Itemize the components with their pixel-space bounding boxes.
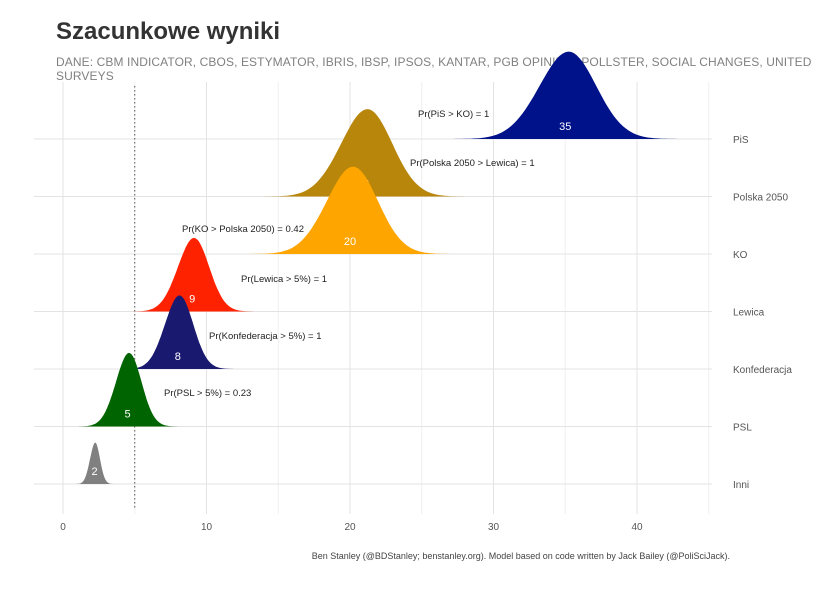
y-tick-label: Lewica: [733, 308, 765, 319]
probability-annotation: Pr(Konfederacja > 5%) = 1: [209, 331, 321, 342]
probability-annotation: Pr(KO > Polska 2050) = 0.42: [182, 224, 304, 235]
density-inni: [74, 442, 115, 484]
density-lewica: [129, 237, 256, 312]
x-tick-label: 20: [344, 522, 356, 533]
y-tick-label: PSL: [733, 423, 752, 434]
density-ko: [246, 166, 454, 254]
data-label: 2: [92, 466, 98, 478]
chart-caption: Ben Stanley (@BDStanley; benstanley.org)…: [311, 551, 730, 561]
x-tick-label: 40: [631, 522, 643, 533]
data-label: 20: [344, 236, 356, 248]
x-tick-label: 10: [201, 522, 213, 533]
data-label: 8: [175, 351, 181, 363]
chart-subtitle: DANE: CBM INDICATOR, CBOS, ESTYMATOR, IB…: [56, 55, 812, 83]
y-tick-label: Konfederacja: [733, 365, 792, 376]
probability-annotation: Pr(Polska 2050 > Lewica) = 1: [410, 158, 535, 169]
x-tick-label: 30: [488, 522, 500, 533]
density-pis: [450, 51, 681, 139]
chart-title: Szacunkowe wyniki: [56, 18, 281, 45]
probability-annotation: Pr(Lewica > 5%) = 1: [241, 274, 327, 285]
density-polska-2050: [261, 109, 468, 197]
density-konfederacja: [120, 295, 236, 369]
x-tick-label: 0: [60, 522, 66, 533]
y-tick-label: PiS: [733, 135, 749, 146]
data-label: 5: [125, 409, 131, 421]
y-tick-label: KO: [733, 250, 748, 261]
probability-annotation: Pr(PSL > 5%) = 0.23: [164, 388, 251, 399]
data-label: 35: [559, 121, 571, 133]
density-psl: [75, 352, 180, 427]
y-tick-label: Inni: [733, 480, 749, 491]
probability-annotation: Pr(PiS > KO) = 1: [418, 109, 489, 120]
data-label: 9: [189, 294, 195, 306]
y-tick-label: Polska 2050: [733, 193, 788, 204]
